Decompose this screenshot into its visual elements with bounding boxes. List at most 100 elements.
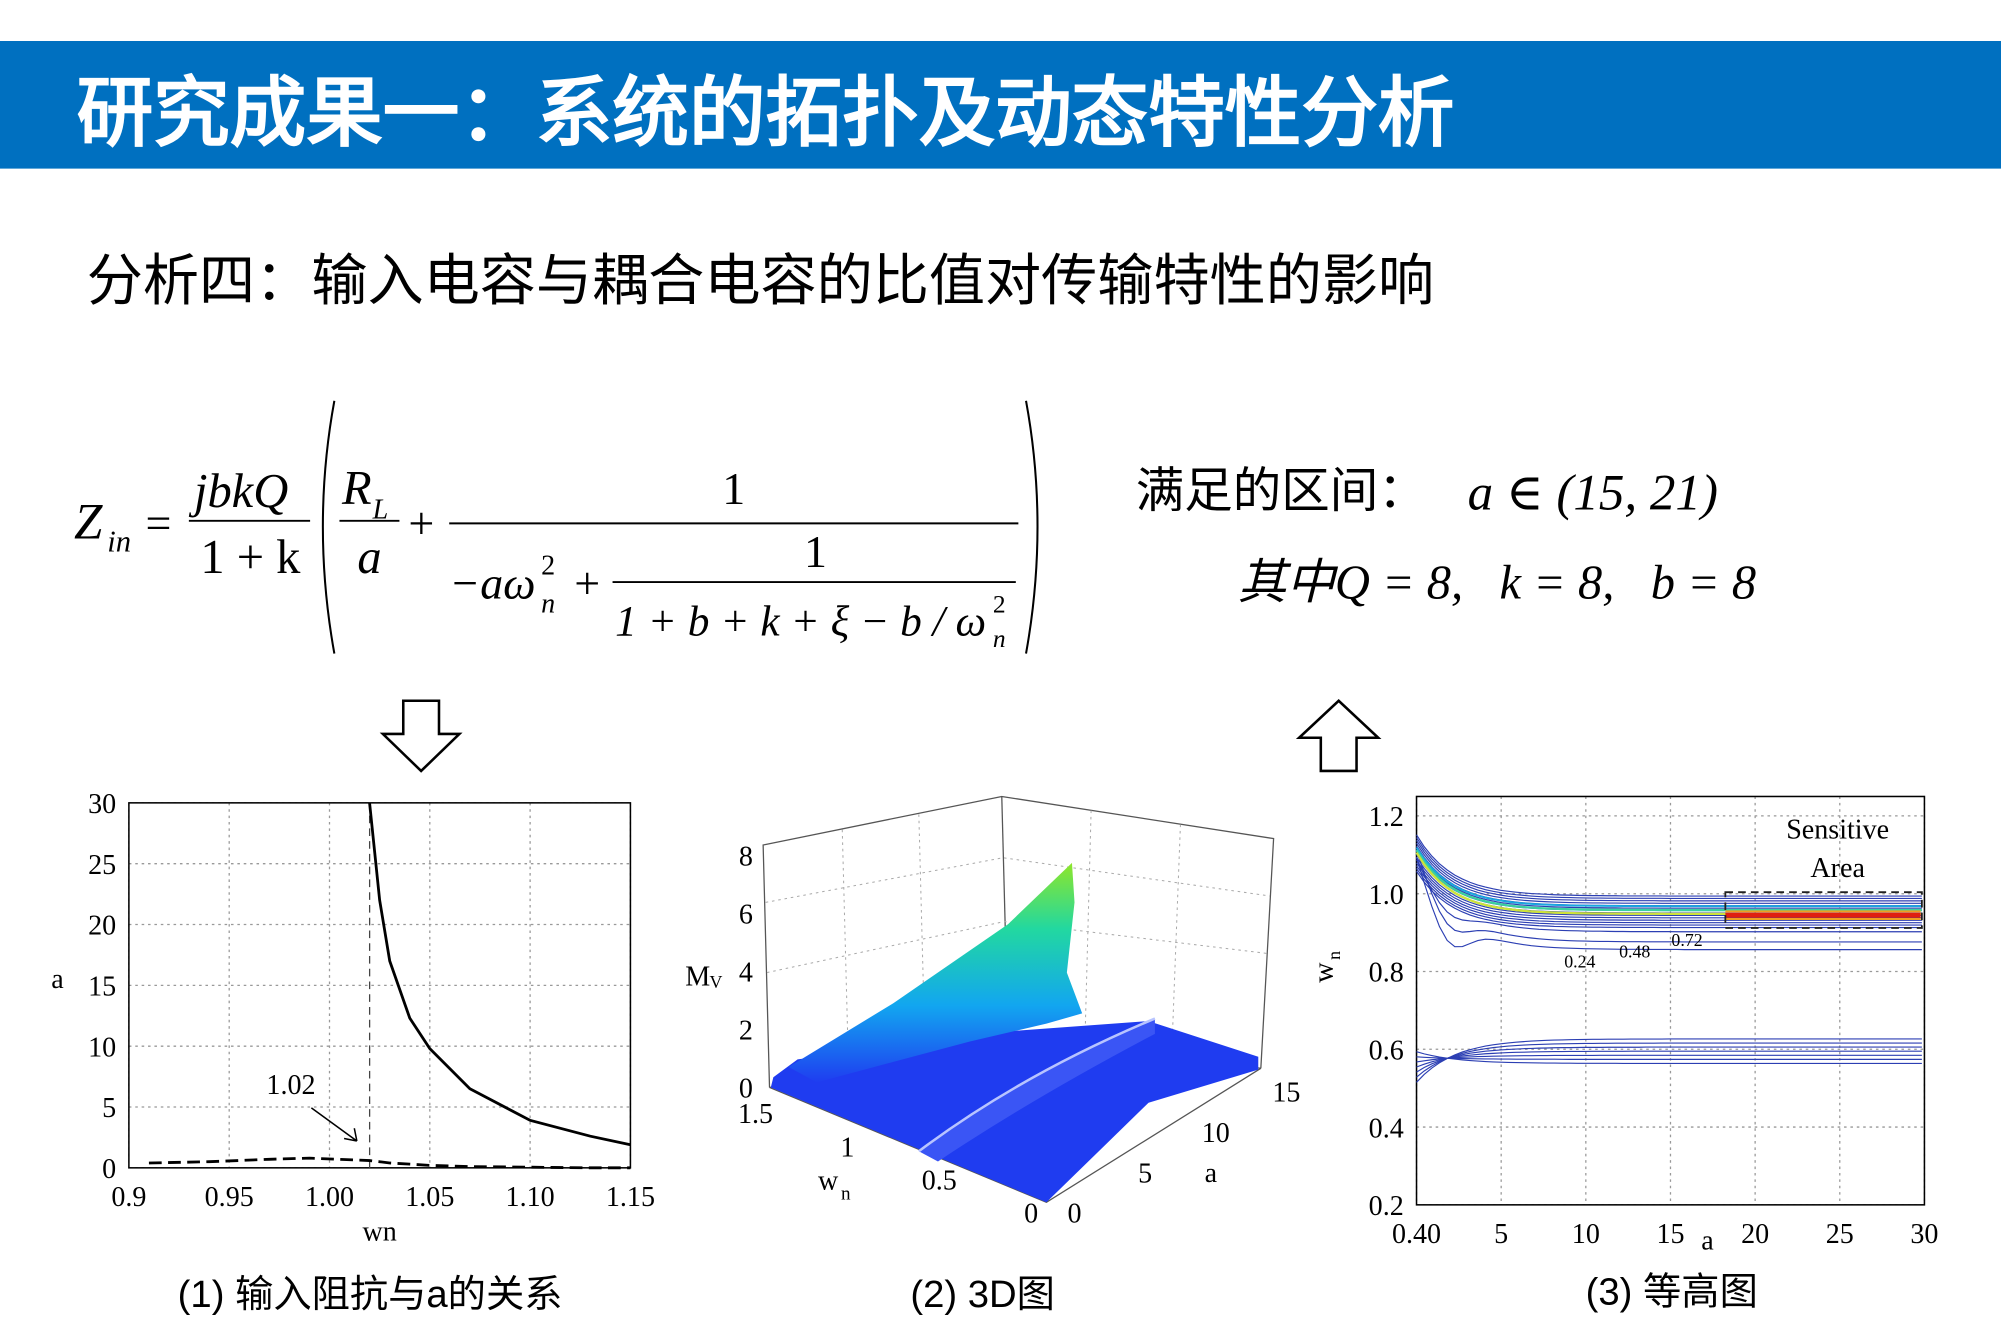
contour-label: 0.24 [1564,951,1595,971]
contour-line [1416,834,1922,897]
y-tick-label: 0.8 [1369,958,1404,989]
contour-line [1416,870,1922,929]
grid-3d [841,829,850,1073]
contour-line [1416,1046,1922,1073]
caption: (1) 输入阻抗与a的关系 [178,1273,563,1316]
contour-line [1416,840,1922,902]
z-tick-label: 2 [739,1016,753,1047]
condition-label: 满足的区间： [1136,465,1427,518]
formula-text: + [408,498,434,549]
x-tick-label: 20 [1741,1219,1769,1250]
y-tick-label: 0 [1068,1199,1082,1230]
x-tick-label: 0.9 [111,1182,146,1213]
formula-text: −aω [449,558,535,609]
up-arrow [1295,699,1382,773]
x-tick-label: 0.5 [922,1166,957,1197]
plot-frame [128,802,632,1169]
z-axis-label-sub: V [710,972,723,992]
header-bar [0,40,2001,169]
y-tick-label: 15 [88,972,116,1003]
formula-text: 2 [541,550,555,581]
formula-text: jbkQ [188,465,288,518]
y-tick-label: 0.4 [1369,1113,1404,1144]
contour-peak [1725,910,1921,920]
caption: (3) 等高图 [1586,1270,1758,1313]
data-line [368,802,631,1147]
formula-text: + [574,558,600,609]
contour-line [1416,1042,1922,1078]
x-tick-label: 15 [1656,1219,1684,1250]
y-tick-label: 0.6 [1369,1035,1404,1066]
surface-box [762,795,1275,1204]
annotation-arrow [310,1107,358,1142]
formula-text: 1 + k [200,531,301,584]
grid-3d [766,921,1268,974]
formula-text: Z [74,495,103,551]
x-tick-label: 25 [1826,1219,1854,1250]
x-axis-label: w [818,1166,839,1197]
y-tick-label: 0.2 [1369,1191,1404,1222]
plot-frame [1415,795,1926,1206]
contour-label: 0.48 [1619,941,1650,961]
y-tick-label: 5 [1138,1158,1152,1189]
y-tick-label: 1.2 [1369,802,1404,833]
y-tick-label: 0 [102,1154,116,1185]
condition-params: 其中Q = 8, k = 8, b = 8 [1238,557,1756,610]
formula-text: 2 [993,590,1006,619]
y-tick-label: 25 [88,850,116,881]
y-tick-label: 10 [88,1032,116,1063]
condition-interval: a ∈ (15, 21) [1468,465,1718,521]
formula-text: n [993,624,1006,653]
z-tick-label: 0 [739,1074,753,1105]
contour-label: 0.72 [1671,930,1702,950]
contour-line [1416,862,1922,921]
caption: (2) 3D图 [910,1273,1055,1316]
paren [1025,400,1039,654]
y-axis-label: w [1308,962,1339,983]
formula-text: a [357,531,381,584]
grid-3d [765,857,1270,903]
y-tick-label: 30 [88,789,116,820]
z-tick-label: 8 [739,841,753,872]
formula-text: = [145,498,171,549]
box-edge [769,1067,1262,1204]
contour-line [1416,1038,1922,1083]
y-tick-label: 15 [1272,1077,1300,1108]
x-tick-label: 0.40 [1392,1219,1441,1250]
data-line [148,1156,631,1170]
subtitle: 分析四：输入电容与耦合电容的比值对传输特性的影响 [87,251,1434,313]
annotation-label: 1.02 [266,1070,315,1101]
contour-line [1416,1054,1922,1063]
x-tick-label: 0.95 [205,1182,254,1213]
formula-text: in [107,524,131,558]
grid-3d [1084,810,1092,1050]
x-tick-label: 1.5 [738,1099,773,1130]
contour-line [1416,859,1922,919]
sensitive-box [1724,891,1923,929]
contour-line [1416,837,1922,900]
formula-text: 1 [722,463,745,514]
x-tick-label: 30 [1910,1219,1938,1250]
y-tick-label: 20 [88,911,116,942]
contour-line [1415,856,1922,951]
y-axis-label-sub: n [1324,951,1344,960]
surface [918,1018,1155,1162]
annotation-label: Sensitive [1786,815,1889,846]
formula-text: R [341,462,372,515]
y-tick-label: 5 [102,1093,116,1124]
z-tick-label: 6 [739,899,753,930]
contour-line [1416,1050,1922,1068]
formula-text: L [372,494,389,525]
x-tick-label: 1.15 [606,1182,655,1213]
contour-line [1416,1051,1922,1065]
contour-line [1415,849,1922,912]
formula: Z in = jbkQ 1 + k R L a + 1 −aω 2 n + 1 … [74,400,1039,654]
contour-line [1415,846,1922,908]
contour-line [1416,868,1922,926]
z-axis-label: M [685,961,710,992]
x-axis-label: a [1701,1226,1714,1257]
contour-line [1416,842,1922,904]
x-axis-label-sub: n [841,1184,851,1205]
x-tick-label: 5 [1494,1219,1508,1250]
